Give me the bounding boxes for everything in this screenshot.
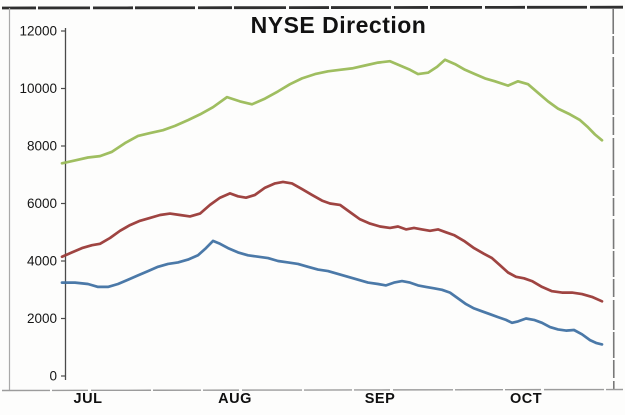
y-tick-label: 8000 [27,139,57,154]
y-tick-label: 2000 [27,311,57,326]
scan-border-top [1,5,624,10]
series-line-blue [60,239,604,346]
y-tick-label: 12000 [19,24,57,39]
y-tick-label: 0 [49,369,57,384]
x-tick-label: AUG [218,391,252,407]
y-tick-label: 10000 [19,81,57,96]
scan-border-right [612,7,615,391]
y-tick-label: 6000 [27,196,57,211]
y-tick-label: 4000 [27,254,57,269]
chart-title: NYSE Direction [250,12,427,38]
x-tick-label: SEP [365,391,396,407]
scan-border-bottom [1,388,624,392]
series-line-green [60,58,604,165]
x-tick-label: OCT [510,391,542,407]
series-line-red [60,180,604,303]
x-tick-label: JUL [74,391,103,407]
